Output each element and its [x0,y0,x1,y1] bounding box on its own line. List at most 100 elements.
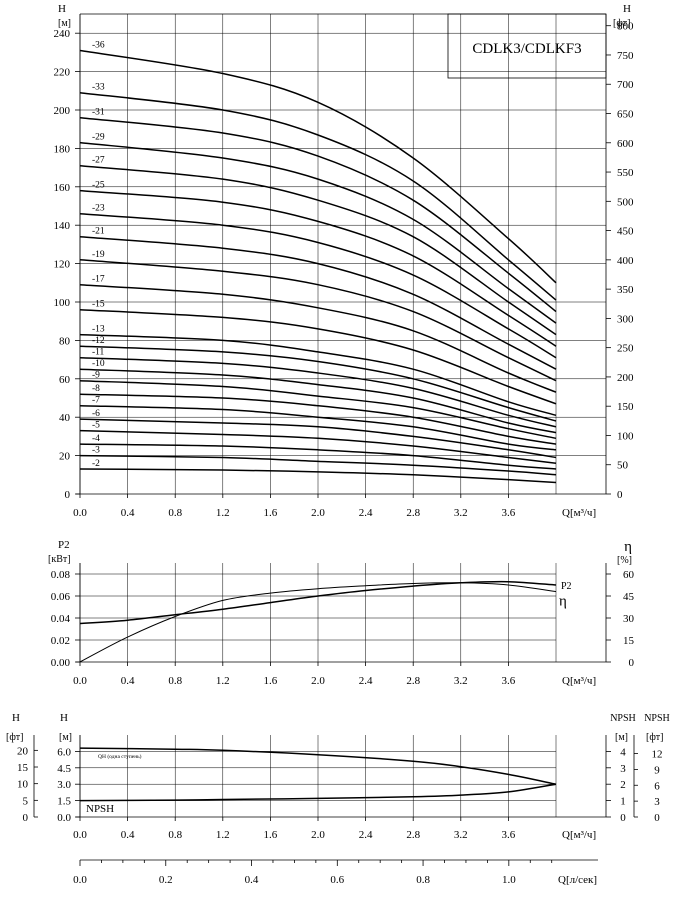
npsh-ytick-label-2: 3.0 [57,779,71,791]
power-chart: 0.00 0.02 0.04 0.06 0.08 0 15 30 45 60 0.0 0.4 0.8 1.… [48,539,635,687]
npsh-ytick-ro-label-4: 12 [652,749,663,761]
head-curve-label-n15: -15 [92,300,105,310]
head-ytick-label-10: 200 [54,105,71,117]
head-curve-label-n17: -17 [92,275,105,285]
head-xtick-label-8: 3.2 [454,507,468,519]
p2-xtick-label-7: 2.8 [406,675,420,687]
npsh-ytick-r-label-2: 2 [620,779,626,791]
p2-curve [79,580,557,625]
npsh-ytick-outer-label-4: 20 [17,745,29,757]
eff-ytick-label-1: 15 [623,635,635,647]
head-yunit-right: [фт] [613,18,631,29]
p2-ytick-label-3: 0.06 [51,591,71,603]
lsec-tick-label-4: 0.8 [416,874,430,886]
eff-yunit-right: [%] [617,555,632,566]
head-curve-label-n4: -4 [92,434,100,444]
lsec-tick-label-1: 0.2 [159,874,173,886]
head-ytick-r-label-4: 200 [617,372,634,384]
p2-xtick-label-4: 1.6 [264,675,278,687]
npsh-xtick-label-7: 2.8 [406,829,420,841]
head-xtick-label-5: 2.0 [311,507,325,519]
npsh-xtick-label-3: 1.2 [216,829,230,841]
head-ytick-r-label-1: 50 [617,460,629,472]
head-xtick-label-7: 2.8 [406,507,420,519]
npsh-xtick-label-9: 3.6 [502,829,516,841]
head-ytick-label-7: 140 [54,220,71,232]
npsh-ytick-ro-label-2: 6 [654,780,660,792]
p2-xtick-label-1: 0.4 [121,675,135,687]
p2-xtick-label-3: 1.2 [216,675,230,687]
eff-ylabel-right: η [624,539,632,555]
head-ytick-label-3: 60 [59,374,71,386]
p2-xtick-label-5: 2.0 [311,675,325,687]
head-xtick-label-1: 0.4 [121,507,135,519]
npsh-ytick-ro-label-1: 3 [654,796,660,808]
npsh-xlabel: Q[м³/ч] [562,829,596,841]
npsh-ylabel-left: H [60,712,68,724]
lsec-tick-label-0: 0.0 [73,874,87,886]
head-curve-n9 [79,379,557,440]
head-ytick-r-label-8: 400 [617,255,634,267]
head-curve-n29 [79,141,557,324]
npsh-xtick-label-2: 0.8 [168,829,182,841]
npsh-ytick-ro-label-0: 0 [654,812,660,824]
head-curve-n11 [79,356,557,428]
eff-ytick-label-0: 0 [629,657,635,669]
head-curve-label-n21: -21 [92,227,105,237]
head-curve-n17 [79,283,557,393]
head-xtick-label-6: 2.4 [359,507,373,519]
npsh-xtick-label-0: 0.0 [73,829,87,841]
head-curve-label-n8: -8 [92,384,100,394]
npsh-ytick-label-4: 6.0 [57,746,71,758]
npsh-ylabel-right: NPSH [610,713,636,724]
title-box [447,13,607,79]
head-curve-n31 [79,116,557,313]
head-ytick-label-11: 220 [54,67,71,79]
head-curve-n2 [79,468,557,484]
head-ytick-r-label-9: 450 [617,226,634,238]
p2-xlabel: Q[м³/ч] [562,675,596,687]
npsh-ytick-r-label-1: 1 [620,796,626,808]
head-ytick-r-label-6: 300 [617,313,634,325]
efficiency-curve-label: η [559,594,567,610]
head-ytick-label-1: 20 [59,451,71,463]
p2-curve-label: P2 [561,581,572,592]
head-curve-n25 [79,189,557,347]
chart-title: CDLK3/CDLKF3 [472,41,581,57]
head-ytick-label-6: 120 [54,259,71,271]
npsh-ytick-outer-label-1: 5 [23,795,29,807]
p2-ytick-label-1: 0.02 [51,635,70,647]
npsh-ytick-ro-label-3: 9 [654,764,660,776]
head-curve-label-n5: -5 [92,421,100,431]
qh-single-stage-curve [79,747,557,785]
head-curve-label-n2: -2 [92,459,100,469]
head-ytick-label-8: 160 [54,182,71,194]
head-curve-label-n11: -11 [92,348,105,358]
npsh-xtick-label-5: 2.0 [311,829,325,841]
p2-ytick-label-4: 0.08 [51,569,71,581]
lsec-tick-label-2: 0.4 [245,874,259,886]
head-curve-label-n36: -36 [92,40,105,50]
npsh-xtick-label-6: 2.4 [359,829,373,841]
head-chart: CDLK3/CDLKF3 0 20 40 60 80 100 120 140 160 180 200 2… [54,3,635,519]
eff-ytick-label-3: 45 [623,591,635,603]
head-ytick-label-5: 100 [54,297,71,309]
p2-xtick-label-6: 2.4 [359,675,373,687]
lsec-tick-label-5: 1.0 [502,874,516,886]
p2-xtick-label-9: 3.6 [502,675,516,687]
head-xtick-label-0: 0.0 [73,507,87,519]
p2-ytick-label-0: 0.00 [51,657,71,669]
npsh-ytick-outer-label-0: 0 [23,812,29,824]
npsh-curve-label: NPSH [86,803,114,815]
head-ytick-r-label-16: 800 [617,21,634,33]
head-ytick-r-label-14: 700 [617,79,634,91]
npsh-ytick-r-label-3: 3 [620,763,626,775]
p2-xtick-label-2: 0.8 [168,675,182,687]
qh-annotation: QH (одна ступень) [98,753,142,760]
p2-xtick-label-0: 0.0 [73,675,87,687]
head-ytick-r-label-11: 550 [617,167,634,179]
head-curve-n10 [79,368,557,434]
head-ytick-r-label-15: 750 [617,50,634,62]
